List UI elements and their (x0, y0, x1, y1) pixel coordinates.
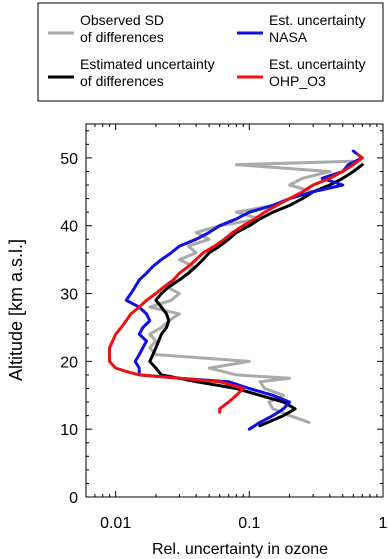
y-axis-label: Altitude [km a.s.l.] (6, 239, 26, 381)
legend-box (37, 2, 384, 102)
axis-ticks: 0 10 20 30 40 50 0.01 0.1 1 (60, 124, 388, 532)
y-tick-label: 20 (60, 354, 78, 371)
series-lines (108, 149, 364, 431)
y-tick-label: 40 (60, 219, 78, 236)
legend-label-4: Est. uncertainty (269, 56, 366, 72)
series-line-4 (108, 153, 364, 414)
y-tick-label: 0 (69, 490, 78, 507)
x-tick-label: 0.01 (100, 515, 131, 532)
legend-label-1: Observed SD (80, 12, 164, 28)
series-line-1 (148, 159, 355, 424)
y-tick-label: 10 (60, 422, 78, 439)
series-line-2 (148, 163, 364, 428)
legend-label-2: Estimated uncertainty (80, 56, 215, 72)
legend-label-1: of differences (80, 29, 164, 45)
legend-label-2: of differences (80, 73, 164, 89)
y-tick-label: 50 (60, 151, 78, 168)
x-tick-label: 1 (379, 515, 388, 532)
x-axis-label: Rel. uncertainty in ozone (152, 541, 328, 558)
legend-label-3: NASA (269, 29, 308, 45)
y-tick-label: 30 (60, 287, 78, 304)
legend-label-4: OHP_O3 (269, 73, 326, 89)
plot-frame (85, 123, 384, 498)
legend-label-3: Est. uncertainty (269, 12, 366, 28)
x-tick-label: 0.1 (238, 515, 260, 532)
